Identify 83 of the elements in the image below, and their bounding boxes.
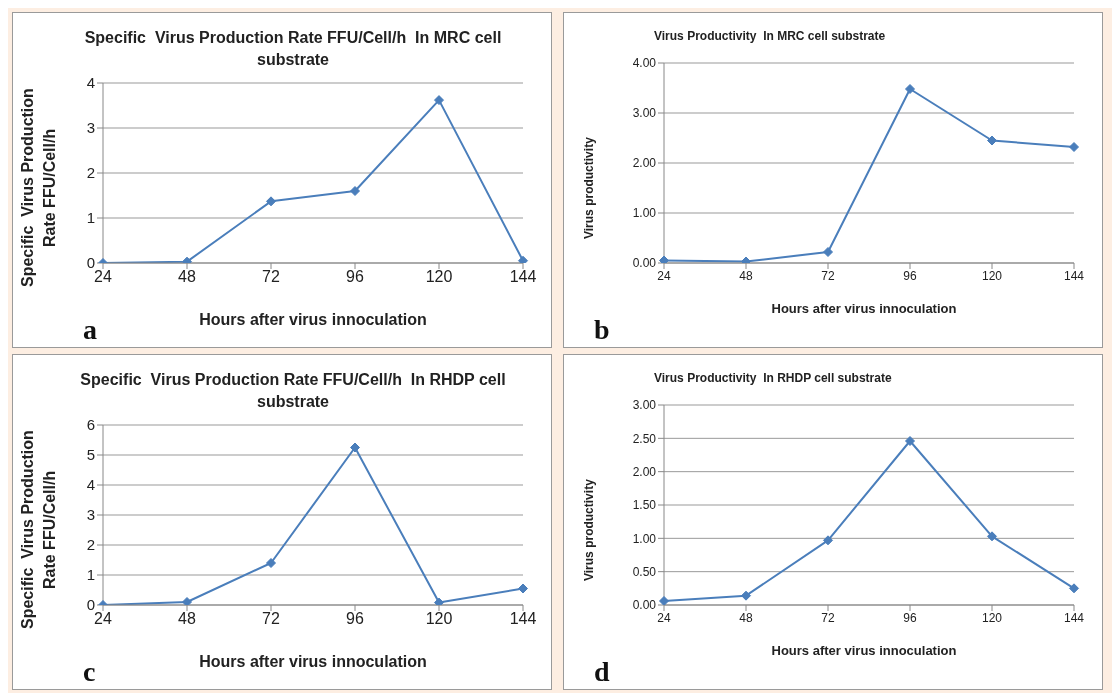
y-tick-label: 0.00: [632, 598, 657, 613]
point: [1069, 583, 1079, 594]
point: [823, 247, 833, 257]
y-axis-title: Specific Virus Production Rate FFU/Cell/h: [18, 429, 59, 632]
y-tick-label: 4.00: [632, 56, 657, 71]
point: [987, 531, 997, 542]
x-tick-label: 24: [94, 268, 112, 286]
x-axis-title: Hours after virus innoculation: [199, 653, 427, 670]
y-tick-label: 1.00: [632, 531, 657, 546]
y-axis-title: Specific Virus Production Rate FFU/Cell/h: [18, 87, 59, 290]
x-tick-label: 144: [1063, 268, 1085, 283]
point: [741, 590, 751, 601]
x-tick-label: 120: [981, 610, 1003, 625]
x-tick-label: 24: [94, 610, 112, 628]
chart-title: Virus Productivity In MRC cell substrate: [653, 28, 887, 45]
y-tick-label: 4: [86, 74, 95, 92]
x-tick-label: 48: [739, 610, 753, 625]
x-tick-label: 24: [657, 268, 671, 283]
x-tick-label: 120: [981, 268, 1003, 283]
x-tick-label: 120: [425, 268, 453, 286]
y-tick-label: 0.50: [632, 564, 657, 579]
x-tick-label: 96: [903, 268, 917, 283]
y-tick-label: 2.00: [632, 464, 657, 479]
x-tick-label: 72: [262, 268, 280, 286]
x-tick-label: 144: [509, 268, 537, 286]
x-tick-label: 48: [739, 268, 753, 283]
point: [266, 558, 276, 568]
x-tick-label: 120: [425, 610, 453, 628]
point: [518, 255, 528, 263]
x-tick-label: 96: [903, 610, 917, 625]
text: d: [594, 656, 610, 687]
y-tick-label: 2.50: [632, 431, 657, 446]
point: [905, 436, 915, 446]
y-tick-label: 1.50: [632, 498, 657, 513]
x-tick-label: 72: [821, 610, 835, 625]
point: [741, 256, 751, 263]
y-tick-label: 1: [86, 209, 95, 227]
chart-title: Specific Virus Production Rate FFU/Cell/h In MRC cell substrate: [83, 28, 503, 70]
point: [182, 597, 192, 605]
point: [987, 135, 997, 146]
point: [1069, 142, 1079, 152]
x-axis-title: Hours after virus innoculation: [770, 643, 958, 658]
x-tick-label: 144: [509, 610, 537, 628]
x-tick-label: 72: [262, 610, 280, 628]
text: b: [594, 314, 610, 345]
y-tick-label: 2: [86, 164, 95, 182]
y-axis-title: Virus productivity: [581, 478, 597, 583]
x-tick-label: 48: [178, 610, 196, 628]
y-tick-label: 5: [86, 446, 95, 464]
text: a: [83, 314, 97, 345]
y-tick-label: 3: [86, 506, 95, 524]
x-tick-label: 24: [657, 610, 671, 625]
x-tick-label: 96: [346, 610, 364, 628]
y-tick-label: 3: [86, 119, 95, 137]
x-tick-label: 48: [178, 268, 196, 286]
x-axis-title: Hours after virus innoculation: [770, 301, 958, 316]
y-tick-label: 2.00: [632, 156, 657, 171]
y-axis-title: Virus productivity: [581, 136, 597, 241]
y-tick-label: 0.00: [632, 256, 657, 271]
point: [434, 95, 444, 106]
chart-title: Specific Virus Production Rate FFU/Cell/h In RHDP cell substrate: [79, 370, 507, 412]
x-axis-title: Hours after virus innoculation: [199, 311, 427, 328]
point: [518, 583, 528, 594]
x-tick-label: 72: [821, 268, 835, 283]
y-tick-label: 1: [86, 566, 95, 584]
x-tick-label: 96: [346, 268, 364, 286]
point: [350, 186, 360, 196]
y-tick-label: 0: [86, 254, 95, 272]
y-tick-label: 3.00: [632, 398, 657, 413]
y-tick-label: 4: [86, 476, 95, 494]
y-tick-label: 2: [86, 536, 95, 554]
y-tick-label: 3.00: [632, 106, 657, 121]
y-tick-label: 1.00: [632, 206, 657, 221]
point: [350, 442, 360, 453]
point: [905, 84, 915, 94]
point: [266, 196, 276, 207]
y-tick-label: 6: [86, 416, 95, 434]
point: [823, 535, 833, 546]
text: c: [83, 656, 96, 687]
chart-title: Virus Productivity In RHDP cell substrate: [653, 370, 893, 387]
point: [434, 597, 444, 605]
x-tick-label: 144: [1063, 610, 1085, 625]
y-tick-label: 0: [86, 596, 95, 614]
